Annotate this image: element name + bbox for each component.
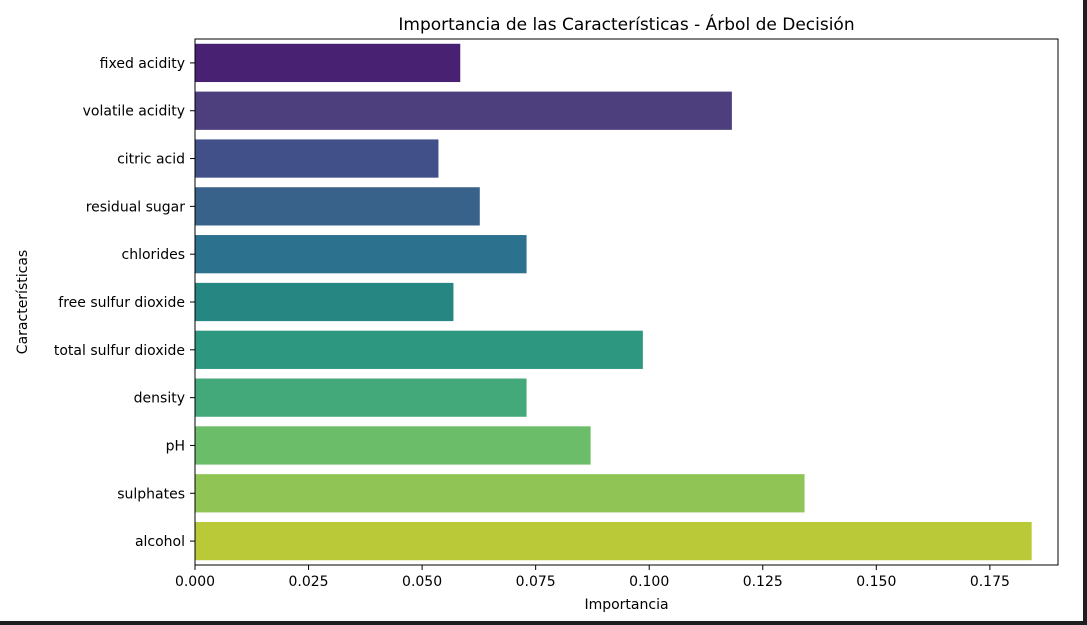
plot-frame (194, 38, 1059, 566)
bar-chlorides (195, 235, 527, 274)
x-tick-label: 0.125 (743, 574, 783, 590)
bar-residual-sugar (195, 187, 480, 226)
y-tick-label-ph: pH (166, 438, 185, 454)
y-axis-label: Características (15, 250, 31, 354)
y-tick-label-free-sulfur-dioxide: free sulfur dioxide (58, 295, 185, 311)
y-tick-label-chlorides: chlorides (122, 247, 185, 263)
y-tick-label-sulphates: sulphates (117, 486, 185, 502)
chart-title: Importancia de las Características - Árb… (398, 13, 854, 35)
bar-volatile-acidity (195, 91, 732, 130)
y-tick-label-total-sulfur-dioxide: total sulfur dioxide (54, 343, 185, 359)
bar-free-sulfur-dioxide (195, 282, 454, 322)
y-tick-label-citric-acid: citric acid (117, 152, 185, 168)
y-tick-label-fixed-acidity: fixed acidity (100, 56, 185, 72)
bars-layer (195, 43, 1032, 561)
bar-density (195, 378, 527, 417)
bar-ph (195, 426, 591, 465)
bar-total-sulfur-dioxide (195, 330, 643, 369)
x-tick-label: 0.025 (289, 574, 329, 590)
x-tick-layer: 0.000 0.025 0.050 0.075 0.100 0.125 0.150 0.175 (175, 565, 1010, 590)
y-tick-label-alcohol: alcohol (135, 534, 185, 550)
y-tick-label-density: density (134, 391, 185, 407)
x-tick-label: 0.100 (629, 574, 669, 590)
bar-alcohol (195, 521, 1032, 561)
bar-sulphates (195, 474, 805, 513)
bar-citric-acid (195, 139, 439, 178)
x-tick-label: 0.175 (970, 574, 1010, 590)
x-tick-label: 0.075 (516, 574, 556, 590)
x-axis-label: Importancia (584, 597, 668, 613)
x-tick-label: 0.150 (856, 574, 896, 590)
x-tick-label: 0.000 (175, 574, 215, 590)
x-tick-label: 0.050 (402, 574, 442, 590)
y-tick-label-volatile-acidity: volatile acidity (83, 104, 185, 120)
y-tick-label-residual-sugar: residual sugar (86, 199, 186, 215)
y-tick-layer: fixed acidity volatile acidity citric acid… (54, 56, 195, 550)
bar-fixed-acidity (195, 43, 461, 83)
